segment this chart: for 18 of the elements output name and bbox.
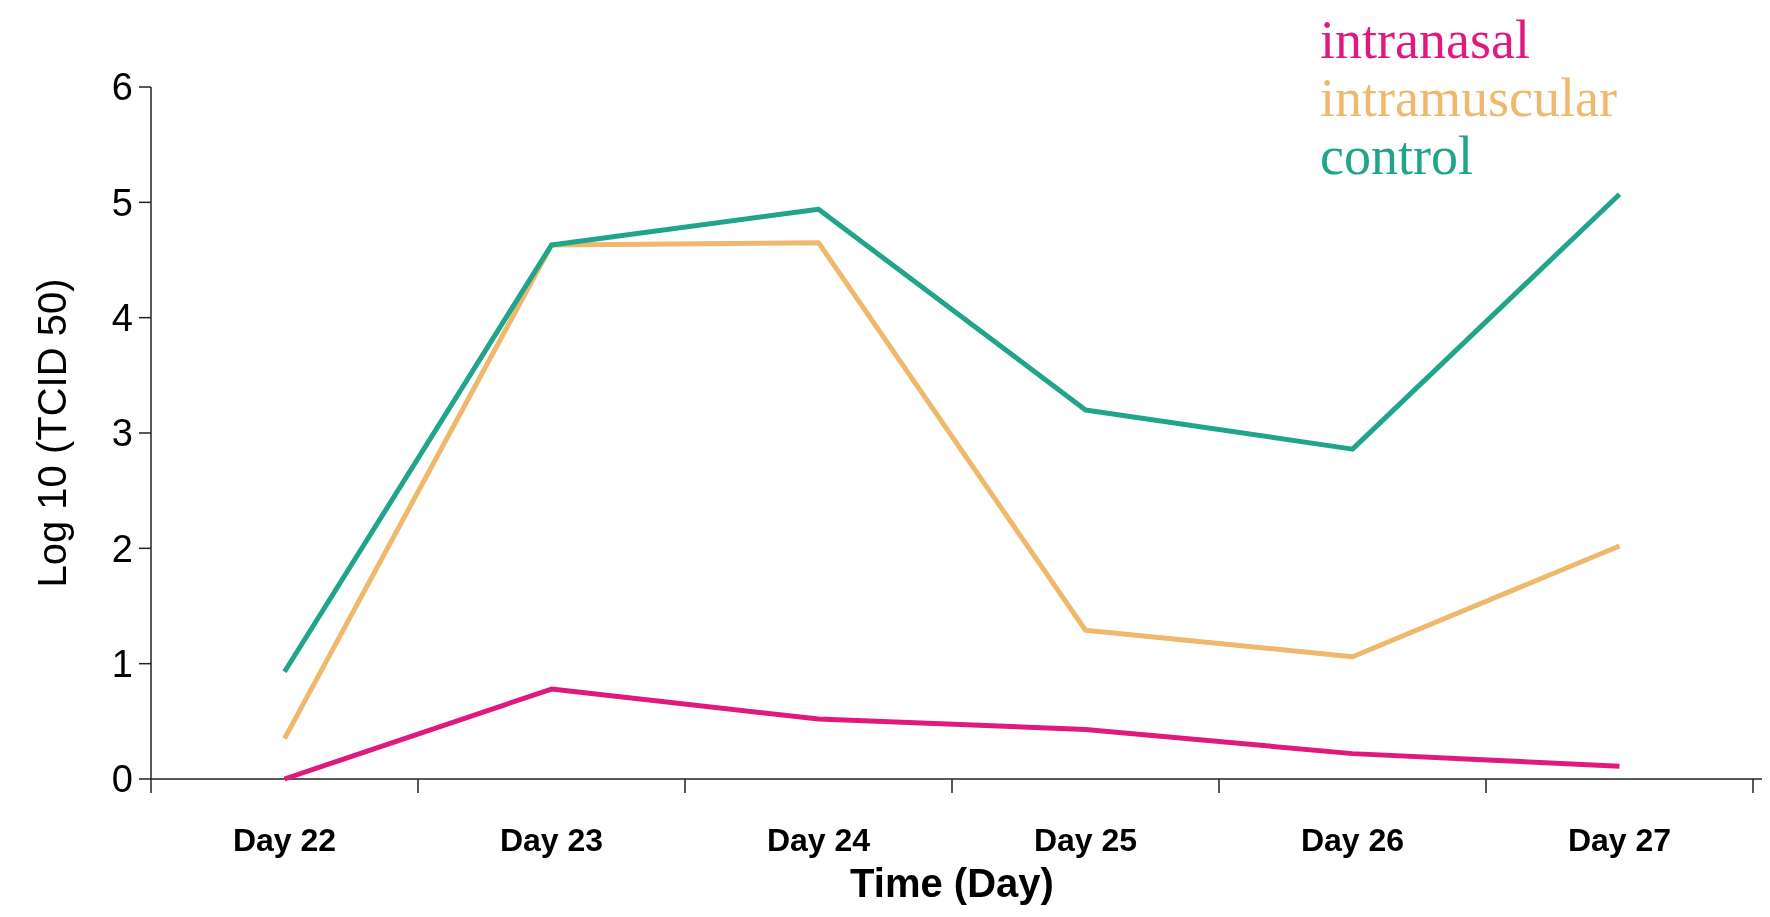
x-axis-title: Time (Day)	[850, 861, 1054, 905]
y-tick-label: 1	[111, 642, 133, 685]
text: intramuscular	[1320, 68, 1617, 128]
y-tick-label: 4	[111, 296, 133, 339]
text: intranasal	[1320, 10, 1530, 70]
y-tick-label: 6	[111, 66, 133, 109]
x-tick-label: Day 22	[232, 822, 337, 858]
x-tick-label: Day 25	[1033, 822, 1138, 858]
y-tick-label: 5	[111, 181, 133, 224]
series-label: control	[1320, 126, 1473, 186]
y-tick-label: 0	[111, 758, 133, 801]
y-tick-label: 3	[111, 412, 133, 455]
x-tick-label: Day 23	[499, 822, 604, 858]
x-tick-label: Day 27	[1567, 822, 1672, 858]
x-tick-label: Day 24	[766, 822, 871, 858]
y-axis-title: Log 10 (TCID 50)	[30, 278, 74, 588]
y-tick-label: 2	[111, 527, 133, 570]
x-tick-label: Day 26	[1300, 822, 1405, 858]
